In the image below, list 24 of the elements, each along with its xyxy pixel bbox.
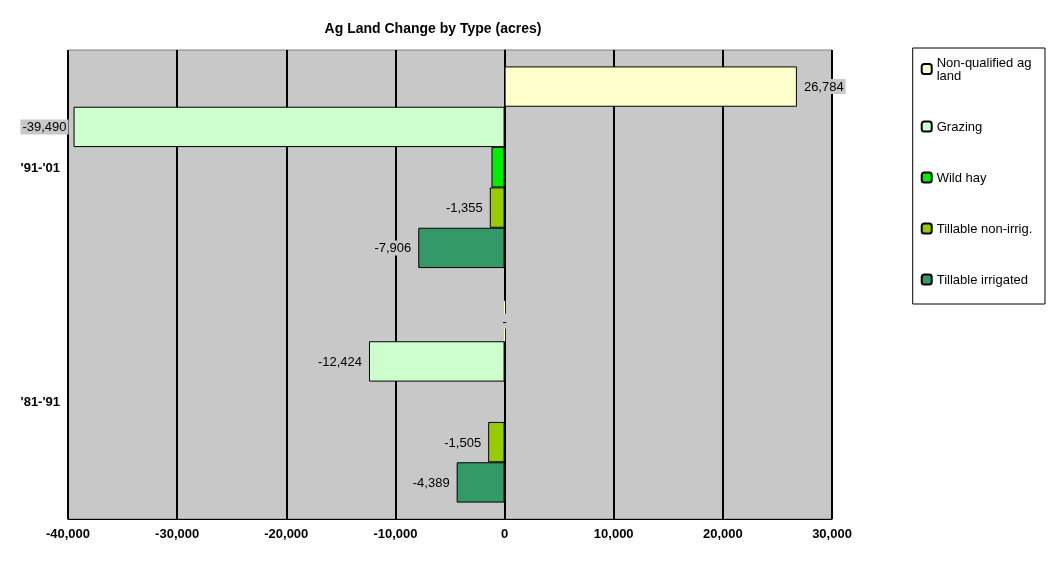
data-label: -39,490 <box>22 119 67 135</box>
data-label: -12,424 <box>317 353 362 369</box>
x-tick-label: -30,000 <box>155 526 200 541</box>
legend-label: Tillable irrigated <box>936 272 1028 287</box>
x-tick-label: -10,000 <box>373 526 418 541</box>
y-tick-label: '81-'91 <box>20 394 60 410</box>
x-tick-label: 10,000 <box>593 526 634 541</box>
x-tick-label: 0 <box>500 526 509 541</box>
data-label: -1,355 <box>445 200 483 216</box>
x-tick-label: -20,000 <box>264 526 309 541</box>
data-label: 26,784 <box>803 79 844 95</box>
x-tick-label: -40,000 <box>45 526 91 541</box>
chart-title: Ag Land Change by Type (acres) <box>324 20 542 36</box>
data-label: -1,505 <box>444 434 482 450</box>
legend-label: Grazing <box>936 119 983 134</box>
legend-label: Non-qualified ag land <box>936 55 1036 83</box>
data-label: -4,389 <box>412 474 450 490</box>
legend-label: Wild hay <box>936 170 988 185</box>
x-tick-label: 30,000 <box>812 526 852 541</box>
x-tick-label: 20,000 <box>702 526 743 541</box>
y-tick-label: '91-'01 <box>20 159 60 175</box>
data-label: -7,906 <box>374 240 412 256</box>
legend-label: Tillable non-irrig. <box>936 221 1033 236</box>
data-label: - <box>502 313 507 329</box>
